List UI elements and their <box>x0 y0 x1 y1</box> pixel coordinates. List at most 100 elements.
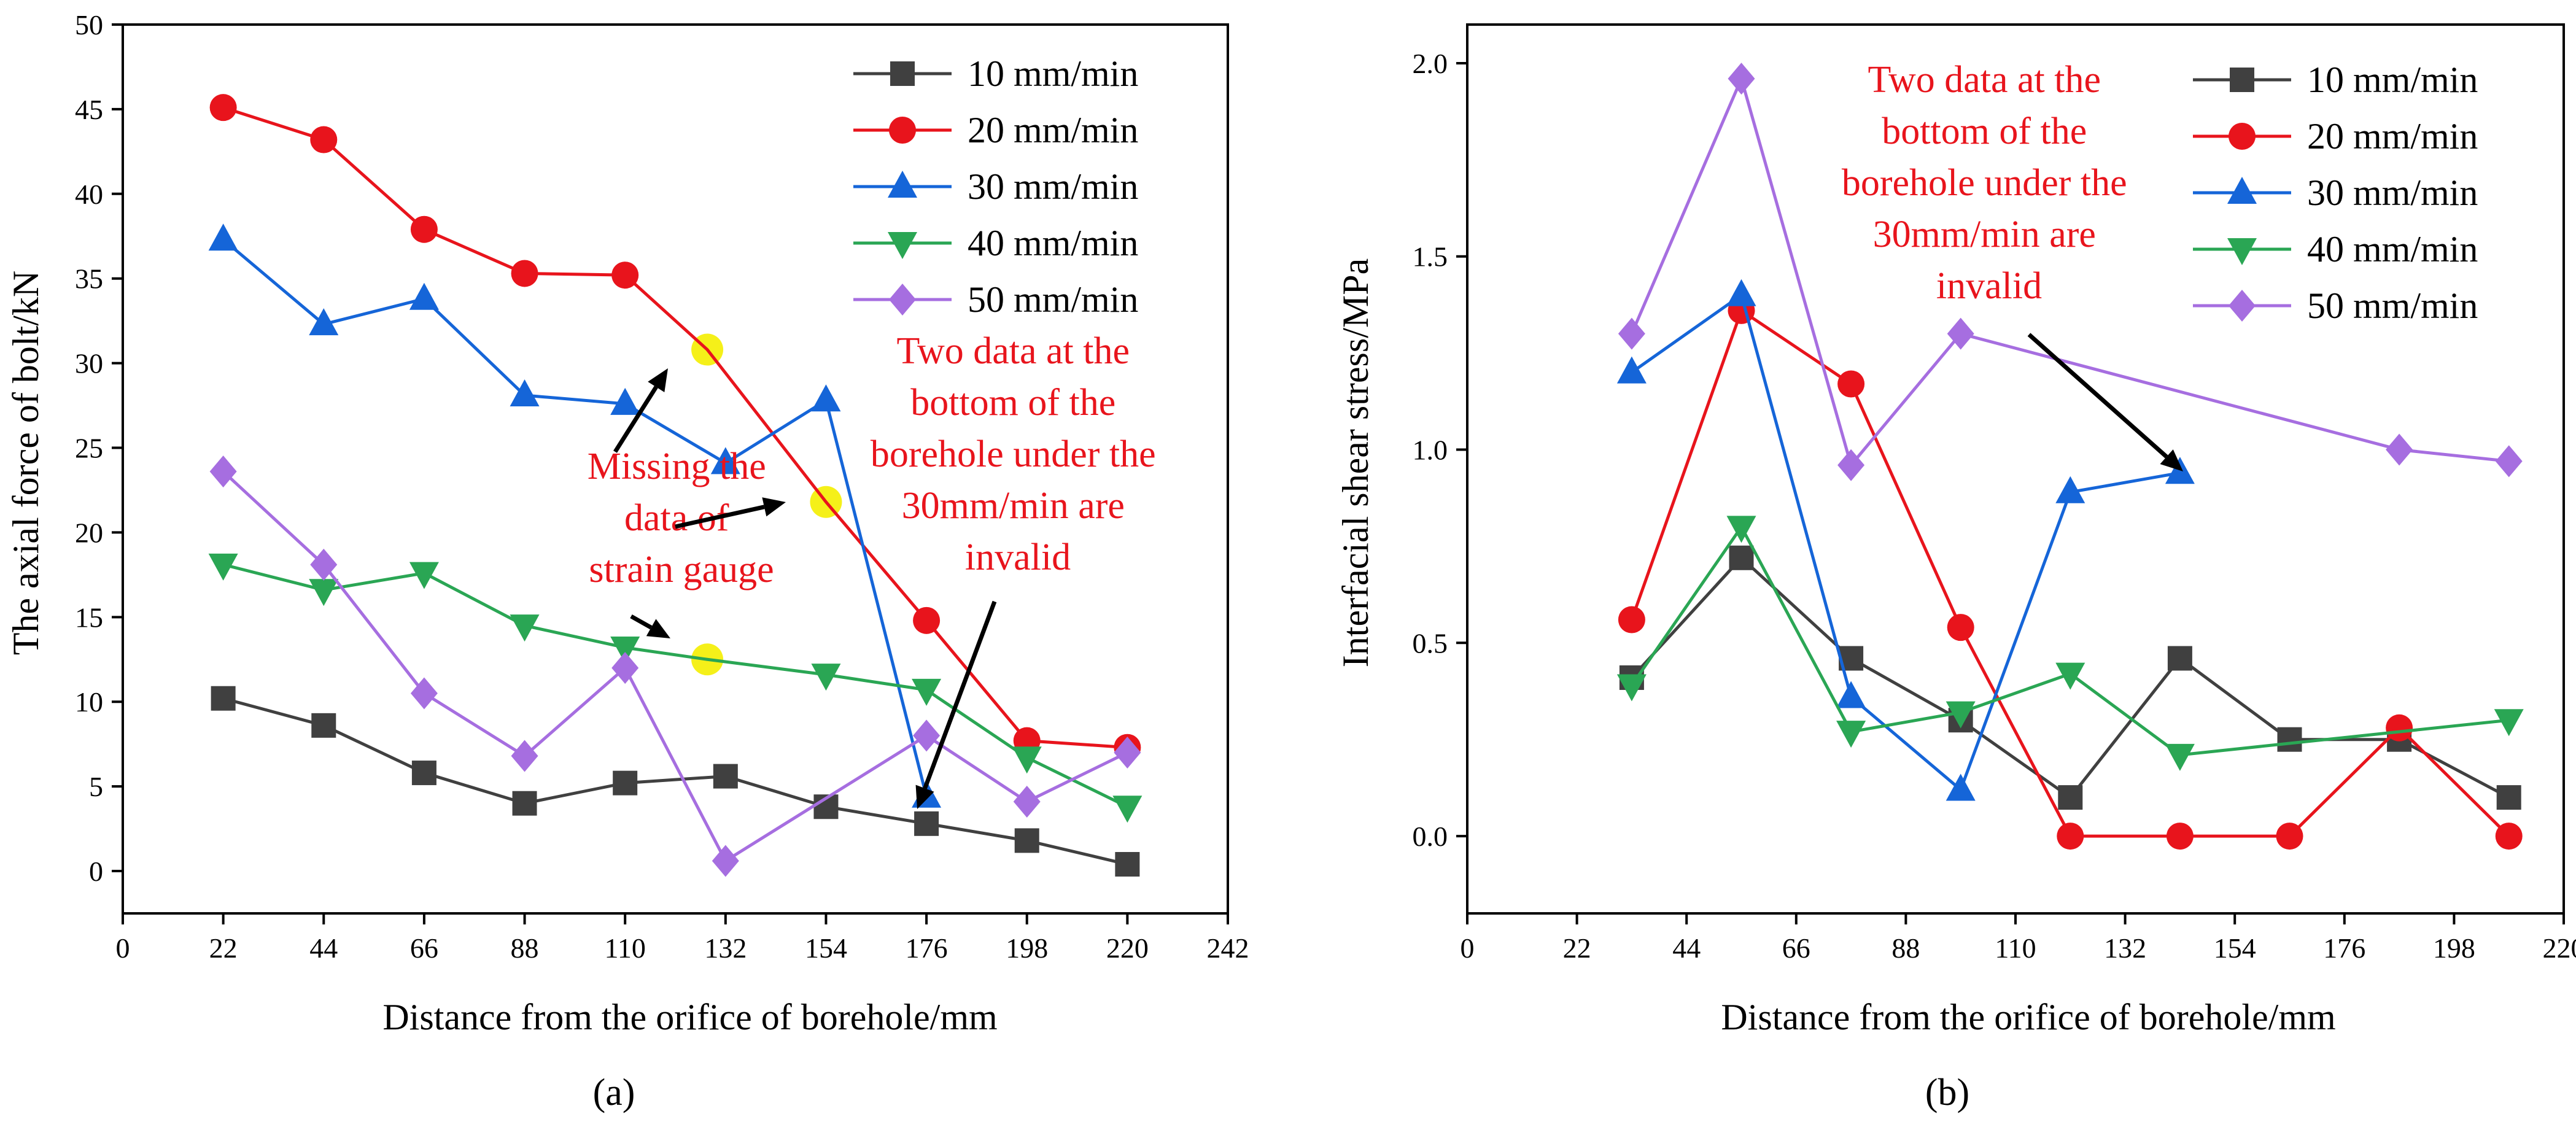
panel-b-data-point <box>2167 646 2192 671</box>
panel-a-data-point <box>309 579 339 606</box>
panel-b-data-point <box>1836 721 1866 748</box>
panel-b-legend: 10 mm/min 20 mm/min 30 mm/min 40 mm/min 50 m… <box>2193 60 2478 326</box>
panel-b-legend-label: 40 mm/min <box>2307 229 2478 269</box>
missing-arrow-to-40mm-shaft <box>630 614 653 630</box>
invalid-b-line-4: 30mm/min are <box>1873 214 2096 255</box>
panel-a-x-axis-title: Distance from the orifice of borehole/mm <box>382 997 997 1037</box>
panel-b-x-tick-label: 198 <box>2433 932 2475 964</box>
panel-b-data-point <box>1728 63 1755 95</box>
panel-a-data-point <box>611 652 639 684</box>
panel-a-y-tick-label: 10 <box>75 686 103 718</box>
panel-b-data-point <box>1618 317 1645 350</box>
panel-a-x-tick-label: 110 <box>605 932 646 964</box>
invalid-arrow-b-head <box>2160 449 2183 471</box>
panel-b-data-point <box>1946 701 1976 729</box>
panel-a-data-point <box>1013 785 1041 818</box>
panel-a-data-point <box>1012 746 1042 774</box>
panel-a-frame <box>122 23 1229 915</box>
panel-a-data-point <box>208 553 238 581</box>
panel-a-y-tick-label: 15 <box>75 602 103 633</box>
panel-b-axes: 0 22 44 66 88 110 132 154 176 198 220 0.0 0.5 1.0 1.5 2… <box>1413 23 2576 964</box>
panel-b-legend-marker <box>2227 238 2257 265</box>
panel-a-data-point <box>713 764 738 789</box>
panel-a-y-tick-label: 50 <box>75 9 103 41</box>
panel-a-data-point <box>811 664 841 691</box>
panel-a-data-point <box>613 770 638 796</box>
invalid-b-line-1: Two data at the <box>1868 59 2101 101</box>
panel-a-legend-marker <box>888 232 917 259</box>
panel-a-x-tick-label: 0 <box>116 932 130 964</box>
panel-a-data-point <box>311 713 336 738</box>
panel-b-series-line <box>1631 292 2181 792</box>
panel-a-x-tick-label: 220 <box>1106 932 1149 964</box>
panel-a-x-tick-label: 132 <box>704 932 747 964</box>
panel-a-legend-marker <box>888 171 917 198</box>
panel-b-data-point <box>2055 662 2085 690</box>
panel-a-x-tick-label: 44 <box>309 932 338 964</box>
panel-a-x-tick-label: 242 <box>1207 932 1249 964</box>
missing-arrow-to-20mm-154 <box>675 497 786 529</box>
panel-b-legend-marker <box>2229 290 2256 322</box>
panel-b-data-point <box>1726 516 1756 543</box>
missing-arrow-to-20mm-154-shaft <box>675 505 765 529</box>
invalid-arrow-b-shaft <box>2027 333 2168 459</box>
invalid-a-line-1: Two data at the <box>896 330 1130 372</box>
panel-b-y-tick-label: 1.5 <box>1413 241 1448 273</box>
panel-a-data-point <box>409 562 439 589</box>
panel-a-data-point <box>913 719 941 752</box>
panel-a-axes: 0 22 44 66 88 110 132 154 176 198 220 242 0 5 10 15 20 25… <box>75 9 1249 964</box>
invalid-a-line-5: invalid <box>965 536 1071 578</box>
panel-a-data-point <box>209 94 237 122</box>
panel-b-data-point <box>1836 681 1866 708</box>
panel-b-data-point <box>2494 709 2524 737</box>
panel-a-data-point <box>914 811 939 836</box>
panel-b-x-tick-label: 44 <box>1672 932 1701 964</box>
panel-b-legend-marker <box>2227 177 2257 204</box>
panel-b-data-point <box>1837 370 1865 398</box>
panel-a-y-tick-label: 45 <box>75 94 103 125</box>
panel-b-data-point <box>2057 823 2084 850</box>
panel-a-series-line <box>223 563 1128 808</box>
invalid-data-annotation-a: Two data at the bottom of the borehole u… <box>871 330 1165 578</box>
panel-a-legend: 10 mm/min 20 mm/min 30 mm/min 40 mm/min 50 m… <box>853 53 1138 320</box>
panel-a-data-point <box>208 223 238 251</box>
panel-b-data-point <box>1946 773 1976 801</box>
panel-a-data-point <box>1114 736 1141 769</box>
panel-b-data-point <box>1729 545 1754 570</box>
panel-b-x-tick-label: 220 <box>2543 932 2576 964</box>
panel-a-y-axis-title: The axial force of bolt/kN <box>6 271 46 655</box>
annotation-arrows <box>613 333 2183 809</box>
panel-a-data-point <box>1115 852 1140 877</box>
panel-a-data-point <box>511 740 538 772</box>
panel-b-y-tick-label: 1.0 <box>1413 435 1448 466</box>
panel-b-legend-label: 30 mm/min <box>2307 172 2478 213</box>
missing-data-line-3: strain gauge <box>589 549 774 591</box>
panel-b-data-point <box>1618 606 1645 633</box>
panel-a-y-tick-label: 30 <box>75 348 103 379</box>
panel-b-data-point <box>1616 356 1647 384</box>
panel-b-chart: 0 22 44 66 88 110 132 154 176 198 220 0.0 0.5 1.0 1.5 2… <box>1335 23 2576 1113</box>
panel-a-y-tick-label: 0 <box>89 856 103 887</box>
panel-a-x-tick-label: 176 <box>906 932 948 964</box>
panel-b-legend-marker <box>2230 68 2254 92</box>
panel-b-x-tick-label: 110 <box>1995 932 2036 964</box>
panel-b-data-point <box>1947 317 1974 350</box>
missing-arrow-to-40mm <box>630 614 670 638</box>
missing-arrow-to-20mm-shaft <box>613 385 658 453</box>
panel-a-legend-marker <box>889 117 916 144</box>
panel-a-data-point <box>510 379 540 407</box>
panel-a-y-tick-label: 20 <box>75 517 103 548</box>
panel-a-data-point <box>309 308 339 336</box>
panel-a-chart: 0 22 44 66 88 110 132 154 176 198 220 242 0 5 10 15 20 25… <box>6 9 1249 1113</box>
panel-b-legend-marker <box>2229 123 2256 150</box>
invalid-a-line-3: borehole under the <box>871 433 1156 475</box>
missing-arrow-to-40mm-head <box>646 619 670 638</box>
panel-a-data-point <box>710 447 740 474</box>
panel-a-legend-marker <box>890 61 915 86</box>
panel-a-x-tick-label: 66 <box>410 932 438 964</box>
panel-a-x-tick-label: 154 <box>805 932 847 964</box>
panel-b-x-tick-label: 154 <box>2214 932 2256 964</box>
panel-b-data-point <box>2386 433 2413 466</box>
